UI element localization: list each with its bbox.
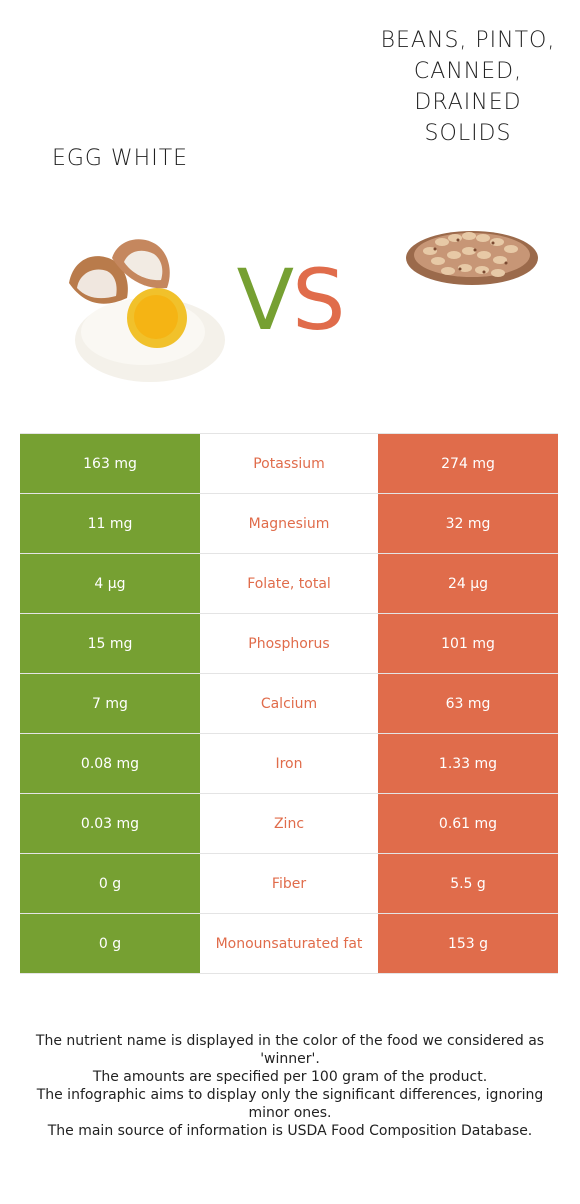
beans-value: 274 mg [378, 434, 558, 493]
nutrient-name: Calcium [200, 674, 378, 733]
egg-white-value: 15 mg [20, 614, 200, 673]
nutrient-name: Folate, total [200, 554, 378, 613]
beans-value: 63 mg [378, 674, 558, 733]
egg-white-value: 4 µg [20, 554, 200, 613]
footnote-line: The nutrient name is displayed in the co… [35, 1033, 545, 1067]
left-food-title: EGG WHITE [51, 146, 189, 171]
egg-white-value: 0.03 mg [20, 794, 200, 853]
egg-white-value: 11 mg [20, 494, 200, 553]
egg-white-image [69, 239, 225, 382]
nutrient-name: Zinc [200, 794, 378, 853]
beans-value: 153 g [378, 914, 558, 973]
beans-value: 5.5 g [378, 854, 558, 913]
nutrient-name: Fiber [200, 854, 378, 913]
footnote: The nutrient name is displayed in the co… [20, 1032, 560, 1140]
beans-value: 1.33 mg [378, 734, 558, 793]
table-row: 11 mg Magnesium 32 mg [20, 494, 558, 554]
table-row: 0.03 mg Zinc 0.61 mg [20, 794, 558, 854]
table-row: 0 g Monounsaturated fat 153 g [20, 914, 558, 974]
egg-white-value: 0.08 mg [20, 734, 200, 793]
vs-letter-s: S [292, 251, 345, 349]
egg-white-value: 7 mg [20, 674, 200, 733]
nutrient-comparison-table: 163 mg Potassium 274 mg 11 mg Magnesium … [20, 433, 558, 974]
nutrient-name: Monounsaturated fat [200, 914, 378, 973]
table-row: 163 mg Potassium 274 mg [20, 434, 558, 494]
right-food-title: BEANS, PINTO, CANNED, DRAINED SOLIDS [380, 28, 556, 146]
nutrient-name: Phosphorus [200, 614, 378, 673]
egg-white-value: 163 mg [20, 434, 200, 493]
egg-white-value: 0 g [20, 854, 200, 913]
nutrient-name: Magnesium [200, 494, 378, 553]
beans-value: 32 mg [378, 494, 558, 553]
beans-value: 101 mg [378, 614, 558, 673]
table-row: 15 mg Phosphorus 101 mg [20, 614, 558, 674]
beans-value: 0.61 mg [378, 794, 558, 853]
egg-white-value: 0 g [20, 914, 200, 973]
table-row: 4 µg Folate, total 24 µg [20, 554, 558, 614]
footnote-line: The amounts are specified per 100 gram o… [92, 1069, 488, 1085]
footnote-line: The main source of information is USDA F… [47, 1123, 533, 1139]
pinto-beans-image [406, 231, 538, 285]
table-row: 0.08 mg Iron 1.33 mg [20, 734, 558, 794]
footnote-line: The infographic aims to display only the… [36, 1087, 544, 1121]
nutrient-name: Iron [200, 734, 378, 793]
beans-value: 24 µg [378, 554, 558, 613]
table-row: 0 g Fiber 5.5 g [20, 854, 558, 914]
vs-letter-v: V [236, 251, 294, 349]
table-row: 7 mg Calcium 63 mg [20, 674, 558, 734]
nutrient-name: Potassium [200, 434, 378, 493]
